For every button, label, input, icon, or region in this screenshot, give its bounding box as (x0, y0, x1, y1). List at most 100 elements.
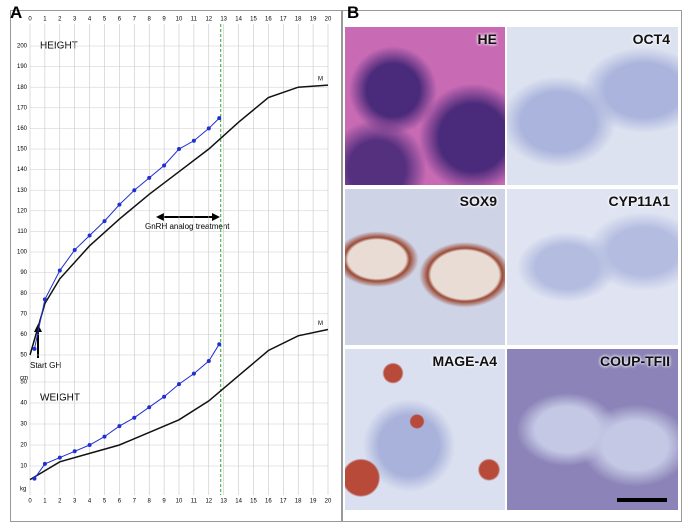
data-point (57, 455, 62, 460)
x-tick-label: 11 (191, 499, 198, 505)
y2-tick-label: 40 (20, 401, 27, 407)
tile-label: CYP11A1 (608, 193, 670, 209)
x-tick-label: 16 (265, 17, 272, 23)
reference-line (29, 84, 329, 356)
y-tick-label: 180 (17, 85, 28, 91)
data-point (72, 247, 77, 252)
data-point (162, 163, 167, 168)
x-tick-label: 0 (28, 17, 32, 23)
x-tick-label: 2 (58, 17, 62, 23)
x-tick-label: 17 (280, 499, 287, 505)
x-tick-label: 6 (118, 17, 122, 23)
y-tick-label: 130 (17, 188, 28, 194)
x-tick-label: 3 (73, 499, 77, 505)
x-tick-label: 1 (43, 17, 47, 23)
y-tick-label: 80 (20, 291, 27, 297)
data-point (87, 233, 92, 238)
data-point (32, 346, 37, 351)
y-tick-label: 120 (17, 208, 28, 214)
x-tick-label: 0 (28, 499, 32, 505)
x-tick-label: 5 (103, 499, 107, 505)
histology-image: SOX9 (345, 189, 505, 345)
data-point (177, 147, 181, 151)
y-tick-label: 160 (17, 126, 28, 132)
data-point (57, 268, 62, 273)
y-tick-label: 50 (20, 353, 27, 359)
x-tick-label: 20 (325, 17, 332, 23)
data-point (162, 394, 167, 399)
data-point (147, 175, 152, 180)
y2-unit: kg (20, 487, 26, 493)
panel-letter: A (10, 3, 23, 22)
x-tick-label: 15 (250, 17, 257, 23)
tile-label: OCT4 (632, 31, 670, 47)
reference-line (29, 328, 329, 481)
panel-a-frame (10, 10, 342, 522)
y2-tick-label: 30 (20, 422, 27, 428)
y-tick-label: 60 (20, 332, 27, 338)
data-point (42, 461, 47, 466)
data-point (32, 476, 37, 481)
y-tick-label: 90 (20, 270, 27, 276)
data-line (34, 343, 220, 479)
x-tick-label: 7 (133, 17, 137, 23)
tile-label: MAGE-A4 (432, 353, 497, 369)
x-tick-label: 19 (310, 499, 317, 505)
x-tick-label: 9 (162, 499, 166, 505)
data-point (206, 126, 211, 131)
x-tick-label: 11 (191, 17, 198, 23)
data-point (102, 434, 107, 439)
arrow-head (212, 213, 220, 221)
data-point (132, 188, 137, 193)
x-tick-label: 2 (58, 499, 62, 505)
histology-image: COUP-TFII (507, 349, 678, 510)
treatment-label: GnRH analog treatment (145, 222, 230, 231)
y-tick-label: 100 (17, 250, 28, 256)
data-point (217, 116, 222, 121)
data-point (117, 202, 122, 207)
x-tick-label: 10 (176, 17, 183, 23)
histology-image: OCT4 (507, 27, 678, 185)
y-tick-label: 140 (17, 167, 28, 173)
panel-letter: B (347, 3, 360, 22)
y2-tick-label: 50 (20, 380, 27, 386)
y-tick-label: 190 (17, 64, 28, 70)
y2-tick-label: 20 (20, 443, 27, 449)
x-tick-label: 8 (148, 499, 152, 505)
x-tick-label: 16 (265, 499, 272, 505)
data-point (217, 342, 222, 347)
x-tick-label: 1 (43, 499, 47, 505)
x-tick-label: 10 (176, 499, 183, 505)
x-tick-label: 7 (133, 499, 137, 505)
x-tick-label: 14 (235, 17, 242, 23)
data-point (72, 449, 77, 454)
data-line (33, 117, 220, 349)
x-tick-label: 13 (220, 499, 227, 505)
data-point (132, 415, 137, 420)
x-tick-label: 18 (295, 499, 302, 505)
x-tick-label: 17 (280, 17, 287, 23)
data-point (42, 297, 47, 302)
data-point (117, 424, 122, 429)
tile-label: COUP-TFII (600, 353, 670, 369)
y-tick-label: 70 (20, 311, 27, 317)
growth-chart: HEIGHT WEIGHT GnRH analog treatment Star… (17, 17, 332, 505)
y-tick-label: 110 (17, 229, 27, 235)
y-unit: cm (20, 376, 28, 382)
x-tick-label: 12 (205, 17, 212, 23)
series-name: M (318, 321, 323, 327)
series-name: M (318, 77, 323, 83)
x-tick-label: 5 (103, 17, 107, 23)
tile-label: HE (477, 31, 497, 47)
x-tick-label: 4 (88, 499, 92, 505)
tile-label: SOX9 (459, 193, 497, 209)
histology-image: HE (345, 27, 505, 185)
histology-image: CYP11A1 (507, 189, 678, 345)
x-tick-label: 8 (148, 17, 152, 23)
x-tick-label: 15 (250, 499, 257, 505)
data-point (191, 138, 196, 143)
x-tick-label: 9 (162, 17, 166, 23)
x-tick-label: 20 (325, 499, 332, 505)
data-point (87, 443, 92, 447)
